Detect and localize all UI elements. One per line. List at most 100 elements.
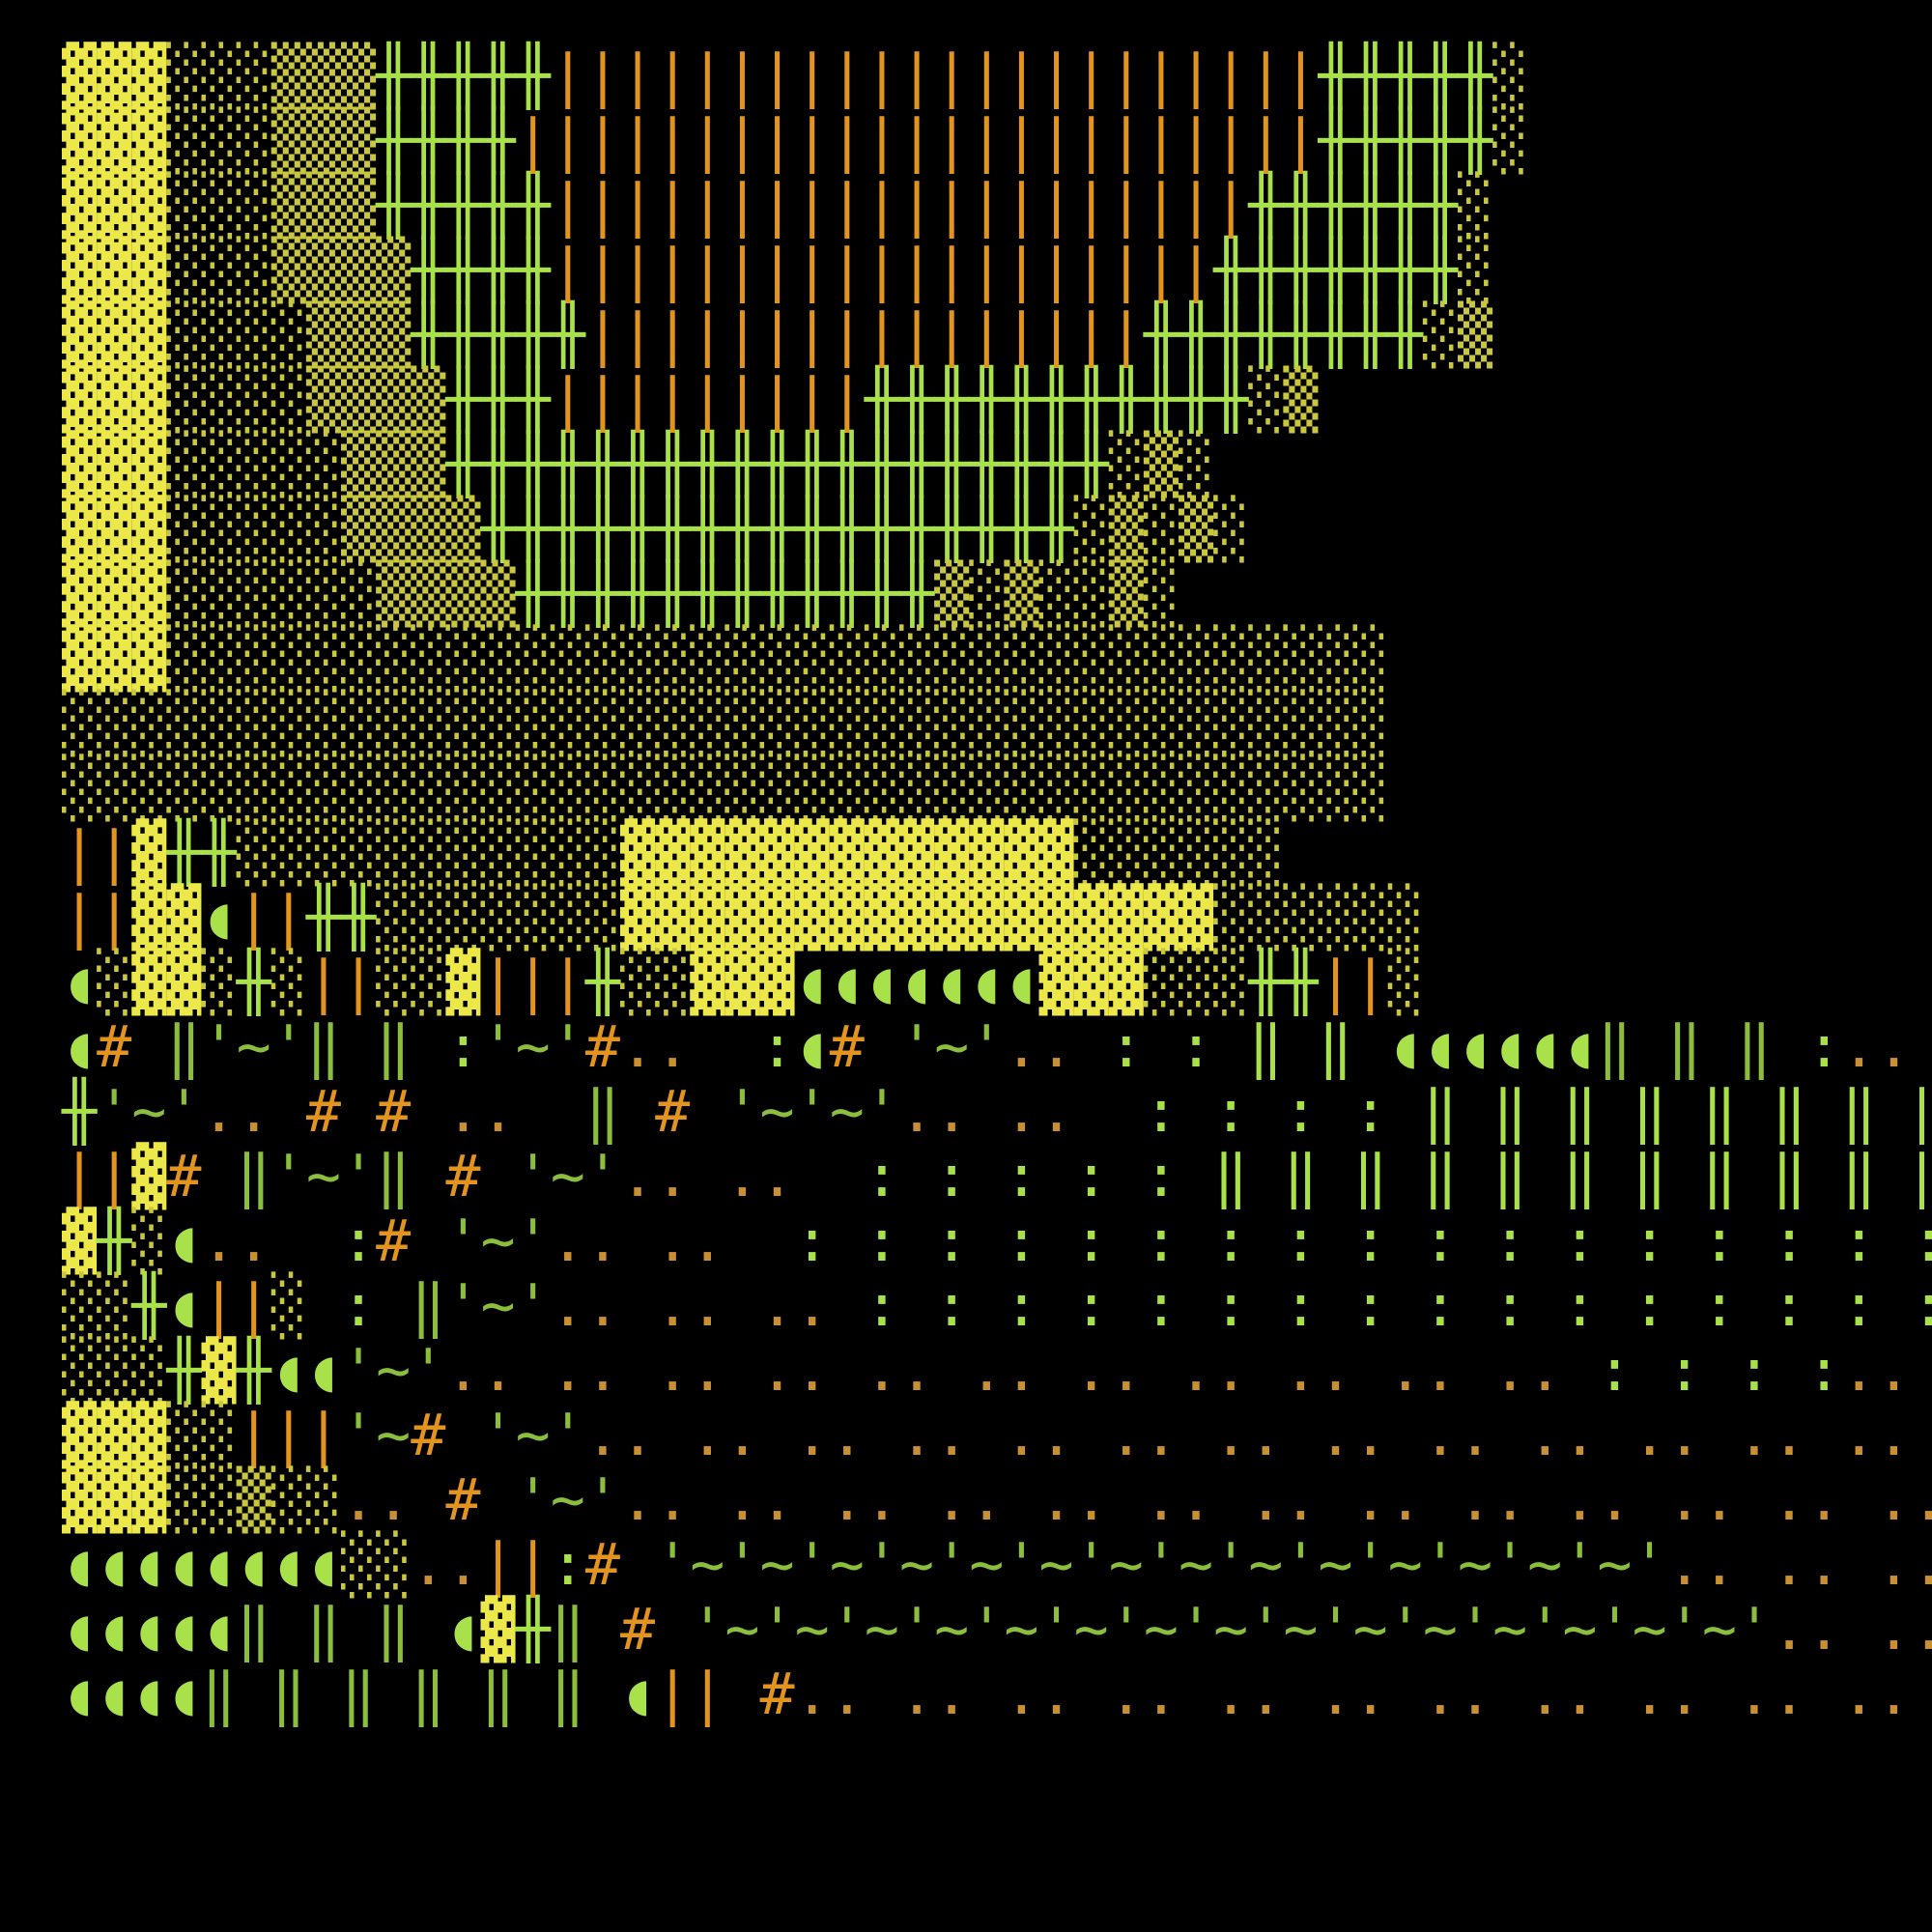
ascii-span: || <box>655 1661 725 1728</box>
ascii-span: ||| <box>480 949 585 1016</box>
ascii-line: ▓▓▓░░░▒▒▒▒╫╫╫╫|||||||||||||||||||╫╫╫╫╫╫╫… <box>62 239 1932 303</box>
ascii-span: ◖ <box>62 949 98 1016</box>
ascii-span: ▒▒▒ <box>270 172 377 240</box>
ascii-span: ▒▒▒▒ <box>341 496 481 563</box>
ascii-span: ▓▓▓ <box>62 107 167 175</box>
ascii-span: ░░░░░░ <box>1073 819 1284 887</box>
ascii-span: ▒▒▒ <box>270 107 377 175</box>
ascii-span: ╫╫╫╫╫╫╫╫╫╫╫ <box>864 366 1249 434</box>
ascii-span: # <box>584 1531 620 1599</box>
ascii-span: '~' <box>864 1013 1005 1081</box>
ascii-span: ╫ <box>584 949 620 1016</box>
ascii-span: ░░░░░ <box>166 496 341 563</box>
ascii-span: ◖ <box>62 1013 98 1081</box>
ascii-span: ░░░░░░░ <box>376 884 620 952</box>
ascii-span: ◖ <box>794 1013 830 1081</box>
ascii-span: : : : : : ‖ ‖ ‖ ‖ ‖ ‖ ‖ ‖ ‖ ‖ ‖ ‖ ‖ <box>864 1143 1932 1210</box>
ascii-line: ▓▓▓░░░▒▒▒╫╫╫╫╫||||||||||||||||||||||╫╫╫╫… <box>62 44 1932 109</box>
ascii-span: ▓▓▓ <box>1038 949 1144 1016</box>
ascii-line: ▓╫░◖.. :# '~'.. .. : : : : : : : : : : :… <box>62 1209 1932 1274</box>
ascii-span: ▓ <box>201 1337 237 1405</box>
ascii-span: ▓ <box>131 819 167 887</box>
ascii-span: # <box>97 1013 132 1081</box>
ascii-span: ░ <box>270 949 306 1016</box>
ascii-span: ╫╫╫╫ <box>376 107 516 175</box>
ascii-line: ◖◖◖◖◖‖ ‖ ‖ ◖▓╫‖ # '~'~'~'~'~'~'~'~'~'~'~… <box>62 1598 1932 1662</box>
ascii-span: ░▒░ <box>1108 431 1214 498</box>
ascii-line: ◖░▓▓░╫░||░░▓|||╫░░▓▓▓◖◖◖◖◖◖◖▓▓▓░░░╫╫||░ <box>62 951 1932 1015</box>
ascii-span: # <box>411 1402 446 1469</box>
ascii-span: : <box>690 1013 795 1081</box>
ascii-line: ||▓╫╫░░░░░░░░░░░▓▓▓▓▓▓▓▓▓▓▓▓▓░░░░░░ <box>62 821 1932 886</box>
ascii-span: : : ‖ ‖ <box>1073 1013 1388 1081</box>
ascii-span: .. .. <box>899 1078 1074 1146</box>
ascii-span: ▓ <box>480 1596 516 1663</box>
ascii-line: ||▓# ‖'~'‖ # '~'.. .. : : : : : ‖ ‖ ‖ ‖ … <box>62 1145 1932 1209</box>
ascii-line: ╫'~'.. # # .. ‖ # '~'~'.. .. : : : : ‖ ‖… <box>62 1080 1932 1145</box>
ascii-span: .. .. <box>620 1143 795 1210</box>
ascii-span: ░ <box>97 949 132 1016</box>
ascii-span: ░░░░░░ <box>1213 884 1423 952</box>
ascii-span: ◖ <box>619 1661 656 1728</box>
ascii-span: ╫ <box>166 1337 202 1405</box>
ascii-span: ╫╫╫╫╫ <box>376 43 551 110</box>
ascii-span: ░ <box>1457 172 1493 240</box>
ascii-line: ▓▓▓░░░▒▒▒╫╫╫╫╫||||||||||||||||||||╫╫╫╫╫╫… <box>62 174 1932 239</box>
ascii-span: : <box>445 1013 481 1081</box>
ascii-line: ▓▓▓░░░░░▒▒▒╫╫╫╫╫╫╫╫╫╫╫╫╫╫╫╫╫╫╫░▒░ <box>62 433 1932 497</box>
ascii-span: ◖ <box>201 884 237 952</box>
ascii-span: : <box>550 1531 585 1599</box>
ascii-span: '~' <box>480 1143 620 1210</box>
ascii-span: '~ <box>341 1402 412 1469</box>
ascii-line: ▓▓▓░░░░░░▒▒▒▒╫╫╫╫╫╫╫╫╫╫╫╫▒░▒░░▒░ <box>62 562 1932 627</box>
ascii-span: ▓▓▓ <box>62 43 167 110</box>
ascii-span: ▓▓▓▓▓▓▓▓▓▓▓▓▓▓▓▓▓ <box>620 884 1214 952</box>
ascii-span: ░░░░ <box>166 301 306 369</box>
ascii-span: || <box>62 819 132 887</box>
ascii-span: ||||||||||||||||||||||| <box>515 107 1319 175</box>
ascii-span: # <box>376 1208 412 1275</box>
ascii-span: ░░░ <box>166 237 271 304</box>
ascii-line: ◖◖◖◖◖◖◖◖░░..||:# '~'~'~'~'~'~'~'~'~'~'~'… <box>62 1533 1932 1598</box>
ascii-span: ◖◖◖◖◖◖◖ <box>794 949 1039 1016</box>
ascii-span: ◖◖◖◖◖ <box>62 1596 237 1663</box>
ascii-span: ▒▒▒ <box>270 43 377 110</box>
ascii-span: ░░░ <box>62 1337 167 1405</box>
ascii-span: ░░░░░ <box>166 431 341 498</box>
ascii-span: '~'~' <box>690 1078 899 1146</box>
ascii-span: || <box>62 1143 132 1210</box>
ascii-span: ╫╫╫╫╫ <box>411 301 585 369</box>
ascii-span: ░░▒░░ <box>166 1466 341 1534</box>
ascii-span: ╫ <box>62 1078 98 1146</box>
ascii-span: # <box>584 1013 620 1081</box>
ascii-span: ‖ ‖ ‖ <box>1597 1013 1807 1081</box>
ascii-span: ▓▓▓ <box>62 172 167 240</box>
ascii-line: ░░╫◖||░ : ‖'~'.. .. .. : : : : : : : : :… <box>62 1274 1932 1339</box>
ascii-line: ||▓▓◖||╫╫░░░░░░░▓▓▓▓▓▓▓▓▓▓▓▓▓▓▓▓▓░░░░░░ <box>62 886 1932 951</box>
ascii-line: ▓▓▓░░░░░░░░░░░░░░░░░░░░░░░░░░░░░░░░░░░ <box>62 627 1932 692</box>
ascii-line: ░░░╫▓╫◖◖'~'.. .. .. .. .. .. .. .. .. ..… <box>62 1339 1932 1404</box>
ascii-span: ◖◖◖◖◖◖◖◖ <box>62 1531 341 1599</box>
ascii-span: ▒▒▒▒ <box>270 237 412 304</box>
ascii-span: ▒▒▒ <box>305 301 412 369</box>
ascii-span: ‖ ‖ ‖ <box>236 1596 446 1663</box>
ascii-span: ◖◖◖◖ <box>62 1661 202 1728</box>
ascii-span: : : : : : : : : : : : : : : : : : : <box>724 1208 1932 1275</box>
ascii-span: ▓▓▓ <box>690 949 795 1016</box>
ascii-span: ╫╫╫╫╫╫╫╫╫╫╫╫╫╫╫╫╫ <box>480 496 1074 563</box>
ascii-span: ░░ <box>376 949 446 1016</box>
ascii-span: '~' <box>480 1013 585 1081</box>
ascii-span: ▓ <box>445 949 481 1016</box>
ascii-line: ▓▓▓░░░░▒▒▒▒╫╫╫|||||||||╫╫╫╫╫╫╫╫╫╫╫░▒ <box>62 368 1932 433</box>
ascii-span: ▒▒▒▒ <box>305 366 446 434</box>
ascii-span: .. .. .. .. .. .. .. .. .. .. .. .. .. .… <box>584 1402 1932 1469</box>
ascii-span: # <box>620 1596 656 1663</box>
ascii-span: ░░░░░░ <box>166 560 377 628</box>
ascii-span: || <box>236 884 306 952</box>
ascii-line: ◖# ‖'~'‖ ‖ :'~'#.. :◖# '~'.. : : ‖ ‖ ◖◖◖… <box>62 1015 1932 1080</box>
ascii-span: '~' <box>480 1466 620 1534</box>
ascii-span: .. .. <box>550 1208 725 1275</box>
ascii-span: .. <box>411 1531 481 1599</box>
ascii-span: ╫╫ <box>1248 949 1319 1016</box>
ascii-span: ░░ <box>620 949 691 1016</box>
